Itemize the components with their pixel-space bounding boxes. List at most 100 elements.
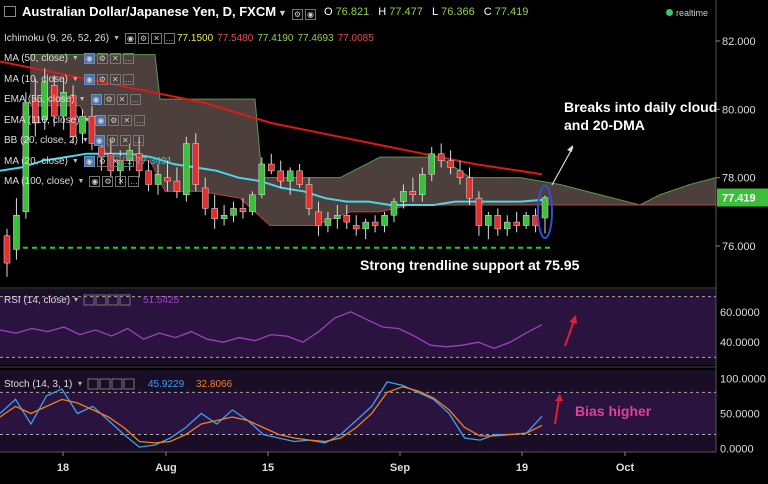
candle-body [32,98,39,124]
candle-body [371,221,379,226]
ohlc-close-label: C [483,6,492,18]
rsi-tick-label: 40.0000 [720,337,760,349]
chart-title: Australian Dollar/Japanese Yen, D, FXCM [22,4,277,19]
close-icon[interactable]: ✕ [121,114,133,126]
time-tick-label: Aug [155,462,176,474]
price-tick-label: 76.000 [722,241,756,253]
more-icon[interactable]: … [129,94,141,105]
panel-button-icon [123,378,135,390]
stoch-label: Stoch (14, 3, 1) [4,379,72,390]
settings-icon[interactable]: ⚙ [138,32,149,44]
candle-body [126,150,133,161]
indicator-row[interactable]: MA (20, close) ▼ ◉ ⚙ ✕… 77.3491 [4,153,176,169]
annotation-breaks-line2: and 20-DMA [564,117,645,133]
settings-icon[interactable]: ⚙ [292,9,303,21]
ohlc-high-value: 77.477 [389,6,423,18]
settings-icon[interactable]: ⚙ [96,53,108,64]
close-icon[interactable]: ✕ [109,53,121,64]
indicator-value: 77.5480 [217,32,254,44]
chevron-down-icon[interactable]: ▼ [71,75,79,83]
more-icon[interactable]: … [134,114,146,126]
close-icon[interactable]: ✕ [116,94,128,105]
eye-icon[interactable]: ◉ [89,176,101,187]
stoch-k-value: 45.9229 [148,379,185,390]
ohlc-low-value: 76.366 [441,6,475,18]
more-icon[interactable]: … [122,53,134,64]
indicator-value: 77.0085 [337,32,374,44]
close-icon[interactable]: ✕ [151,32,162,44]
settings-icon[interactable]: ⚙ [102,176,114,187]
eye-icon[interactable]: ◉ [83,53,95,64]
candle-body [400,191,407,202]
more-icon[interactable]: … [122,155,134,167]
eye-icon[interactable]: ◉ [305,9,316,21]
close-icon[interactable]: ✕ [109,73,121,85]
chevron-down-icon[interactable]: ▼ [71,157,79,165]
stoch-d-line [0,386,543,444]
panel-button-icon [95,294,107,306]
close-icon[interactable]: ✕ [115,176,127,187]
settings-icon[interactable]: ⚙ [108,114,120,126]
eye-icon[interactable]: ◉ [95,114,107,126]
chevron-down-icon: ▾ [74,295,78,304]
menu-icon[interactable] [4,6,16,17]
candle-body [79,115,86,134]
ma20-line [0,152,543,206]
more-icon[interactable]: … [164,32,175,44]
settings-icon[interactable]: ⚙ [96,155,108,167]
chevron-down-icon[interactable]: ▼ [78,96,86,103]
close-icon[interactable]: ✕ [109,155,121,167]
candle-body [485,215,492,226]
indicator-row[interactable]: MA (10, close) ▼ ◉ ⚙ ✕… [4,71,136,87]
panel-button-icon [83,294,95,306]
chevron-down-icon[interactable]: ▼ [113,34,120,42]
settings-icon[interactable]: ⚙ [103,94,115,105]
indicator-name: MA (20, close) [4,155,68,167]
cloud-span-b [30,105,716,226]
candle-body [381,215,388,226]
annotation-support: Strong trendline support at 75.95 [360,257,580,273]
eye-icon[interactable]: ◉ [93,135,105,146]
panel-button-icon [107,294,119,306]
indicator-value: 77.4190 [257,32,294,44]
eye-icon[interactable]: ◉ [125,32,136,44]
indicator-row[interactable]: EMA (110, close) ▼ ◉ ⚙ ✕… [4,112,147,128]
chevron-down-icon[interactable]: ▼ [77,178,85,185]
candle-body [183,143,190,195]
eye-icon[interactable]: ◉ [83,155,95,167]
chevron-down-icon[interactable]: ▼ [71,55,79,62]
chevron-down-icon: ▾ [78,379,82,388]
eye-icon[interactable]: ◉ [83,73,95,85]
ohlc-close-value: 77.419 [494,6,529,18]
more-icon[interactable]: … [132,135,144,146]
indicator-row[interactable]: MA (100, close) ▼ ◉ ⚙ ✕… [4,174,141,190]
rsi-label: RSI (14, close) [4,295,70,306]
close-icon[interactable]: ✕ [119,135,131,146]
stoch-d-value: 32.8066 [196,379,233,390]
chevron-down-icon[interactable]: ▼ [81,137,89,144]
indicator-row[interactable]: EMA (55, close) ▼ ◉ ⚙ ✕… [4,92,143,108]
candle-body [249,194,256,213]
candle-body [13,215,20,250]
candle-body [201,187,209,209]
candle-body [211,208,218,219]
ohlc-low-label: L [431,6,439,18]
eye-icon[interactable]: ◉ [90,94,102,105]
annotation-breaks-line1: Breaks into daily cloud [564,99,717,115]
indicator-row[interactable]: MA (50, close) ▼ ◉ ⚙ ✕… [4,51,136,67]
indicator-value: 77.4693 [297,32,334,44]
indicator-row[interactable]: Ichimoku (9, 26, 52, 26) ▼ ◉ ⚙ ✕… 77.1500 77.5… [4,30,378,46]
candle-body [305,184,313,209]
indicator-name: BB (20, close, 2) [4,135,78,146]
indicator-name: Ichimoku (9, 26, 52, 26) [4,32,110,44]
candle-body [239,208,247,213]
indicator-row[interactable]: BB (20, close, 2) ▼ ◉ ⚙ ✕… [4,133,146,149]
more-icon[interactable]: … [128,176,140,187]
chevron-down-icon[interactable]: ▼ [278,8,287,18]
more-icon[interactable]: … [122,73,134,85]
settings-icon[interactable]: ⚙ [106,135,118,146]
candle-body [135,153,143,172]
chevron-down-icon[interactable]: ▼ [83,116,91,124]
candle-body [164,177,171,182]
settings-icon[interactable]: ⚙ [96,73,108,85]
